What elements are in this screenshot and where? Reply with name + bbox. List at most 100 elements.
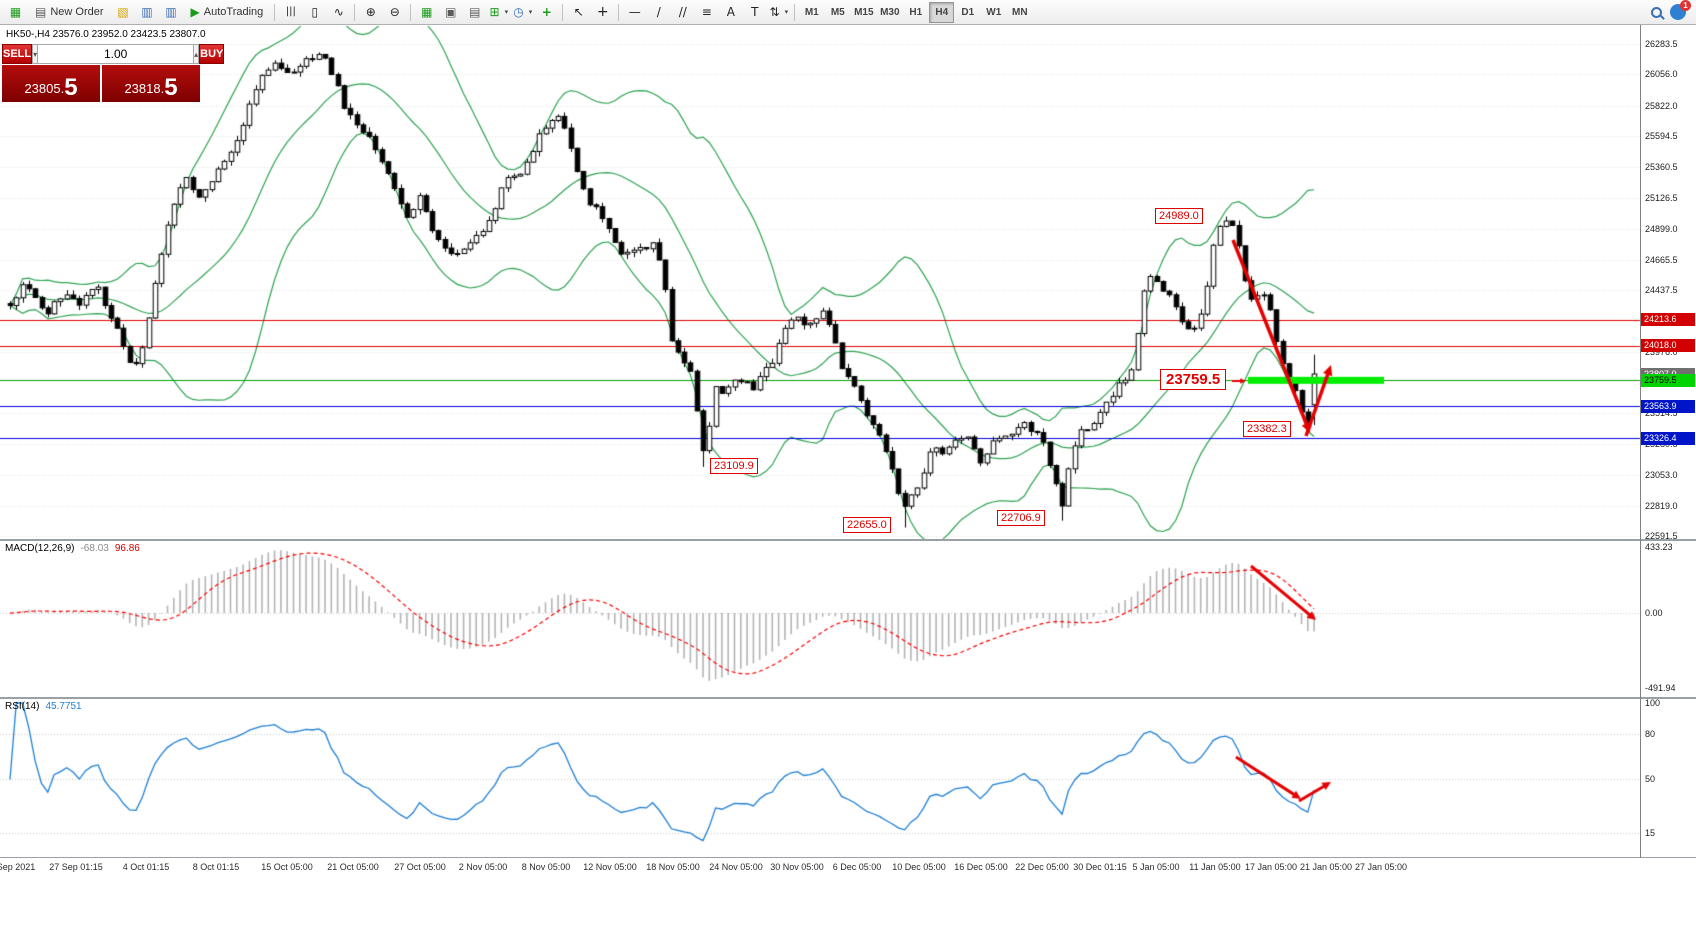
period-clock-button[interactable]: ◷ ▾: [511, 2, 534, 23]
zoom-in-button[interactable]: ⊕: [359, 2, 382, 23]
new-chart-button[interactable]: ▦: [4, 2, 27, 23]
price-annotation[interactable]: 22655.0: [843, 517, 891, 533]
price-axis-border: [1640, 25, 1641, 858]
price-axis-label: 24665.5: [1645, 254, 1678, 265]
time-axis[interactable]: [0, 858, 1640, 880]
macd-header: MACD(12,26,9) -68.03 96.86: [5, 543, 140, 554]
rsi-axis-label: 80: [1645, 728, 1656, 739]
price-axis-label: 26056.0: [1645, 69, 1678, 80]
market-watch-button[interactable]: ▥: [136, 2, 159, 23]
label-tool-button[interactable]: T: [743, 2, 766, 23]
volume-down-button[interactable]: ▾: [32, 44, 39, 64]
arrows-tool-button[interactable]: ⇅ ▾: [767, 2, 790, 23]
price-axis-label: 22591.5: [1645, 531, 1678, 541]
tile-horizontal-button[interactable]: ▤: [463, 2, 486, 23]
time-label: 16 Dec 05:00: [954, 862, 1008, 872]
candlestick-chart-button[interactable]: ▯: [303, 2, 326, 23]
new-order-button[interactable]: ▤ New Order: [28, 2, 111, 23]
channel-icon: //: [678, 5, 687, 19]
macd-name: MACD(12,26,9): [5, 543, 75, 554]
dropdown-caret-icon: ▾: [504, 8, 509, 16]
bar-chart-button[interactable]: |||: [279, 2, 302, 23]
rsi-axis-label: 100: [1645, 698, 1661, 708]
hline-tool-button[interactable]: —: [623, 2, 646, 23]
time-label: 27 Sep 01:15: [49, 862, 103, 872]
line-chart-button[interactable]: ∿: [327, 2, 350, 23]
indicators-button[interactable]: +: [535, 2, 558, 23]
price-annotation[interactable]: 23109.9: [710, 458, 758, 474]
new-order-icon: ▤: [35, 5, 47, 19]
autotrading-button[interactable]: ▶ AutoTrading: [184, 2, 271, 23]
period-clock-icon: ◷: [513, 5, 524, 19]
trendline-tool-button[interactable]: /: [647, 2, 670, 23]
sell-price-box[interactable]: 23805. 5: [2, 65, 100, 102]
rsi-value: 45.7751: [45, 701, 82, 712]
zoom-in-icon: ⊕: [365, 5, 376, 19]
timeframe-mn-button[interactable]: MN: [1007, 2, 1032, 23]
fibonacci-tool-button[interactable]: ≡: [695, 2, 718, 23]
new-subwindow-button[interactable]: ⊞ ▾: [487, 2, 510, 23]
timeframe-h1-button[interactable]: H1: [903, 2, 928, 23]
time-label: Sep 2021: [0, 862, 36, 872]
focus-annotation[interactable]: 23759.5: [1160, 369, 1227, 390]
timeframe-d1-button[interactable]: D1: [955, 2, 980, 23]
rsi-header: RSI(14) 45.7751: [5, 701, 82, 712]
label-tool-icon: T: [751, 5, 759, 19]
sell-button[interactable]: SELL: [2, 44, 33, 64]
time-label: 22 Dec 05:00: [1015, 862, 1069, 872]
macd-axis-label: 433.23: [1645, 542, 1673, 552]
price-annotation[interactable]: 22706.9: [997, 510, 1045, 526]
toolbar-separator: [794, 3, 796, 21]
time-label: 17 Jan 05:00: [1244, 862, 1298, 872]
timeframe-h4-button[interactable]: H4: [929, 1, 955, 23]
timeframe-m15-button[interactable]: M15: [851, 2, 876, 23]
time-axis-separator: [0, 857, 1696, 858]
tile-windows-button[interactable]: ▦: [415, 2, 438, 23]
time-label: 30 Dec 01:15: [1073, 862, 1127, 872]
toolbar-separator: [354, 3, 356, 21]
rsi-panel-separator[interactable]: [0, 697, 1696, 699]
trendline-icon: /: [656, 5, 661, 19]
crosshair-button[interactable]: +: [591, 2, 614, 23]
price-axis-label: 26283.5: [1645, 39, 1678, 49]
volume-up-button[interactable]: ▴: [193, 44, 200, 64]
cursor-button[interactable]: ↖: [567, 2, 590, 23]
timeframe-m30-button[interactable]: M30: [877, 2, 902, 23]
price-annotation[interactable]: 23382.3: [1243, 421, 1291, 437]
cascade-windows-button[interactable]: ▣: [439, 2, 462, 23]
notifications-button[interactable]: 1: [1670, 0, 1691, 20]
fibonacci-icon: ≡: [701, 5, 712, 19]
macd-main-value: -68.03: [80, 543, 109, 554]
buy-price-box[interactable]: 23818. 5: [102, 65, 200, 102]
timeframe-m1-button[interactable]: M1: [799, 2, 824, 23]
buy-button[interactable]: BUY: [199, 44, 225, 64]
price-axis-label: 25822.0: [1645, 100, 1678, 111]
autotrading-play-icon: ▶: [190, 5, 200, 19]
data-window-button[interactable]: ▥: [160, 2, 183, 23]
timeframe-m5-button[interactable]: M5: [825, 2, 850, 23]
cursor-icon: ↖: [573, 5, 584, 19]
time-label: 6 Dec 05:00: [832, 862, 882, 872]
buy-price-big: 5: [164, 74, 178, 101]
toolbar: ▦ ▤ New Order ▧ ▥ ▥ ▶ AutoTrading ||| ▯ …: [0, 0, 1696, 25]
time-label: 5 Jan 05:00: [1132, 862, 1180, 872]
price-annotation[interactable]: 24989.0: [1155, 208, 1203, 224]
text-tool-button[interactable]: A: [719, 2, 742, 23]
macd-panel-separator[interactable]: [0, 539, 1696, 541]
market-watch-icon: ▥: [141, 5, 153, 19]
sell-price-big: 5: [64, 74, 78, 101]
profiles-button[interactable]: ▧: [112, 2, 135, 23]
timeframe-w1-button[interactable]: W1: [981, 2, 1006, 23]
search-icon[interactable]: [1651, 6, 1662, 18]
volume-input[interactable]: [38, 44, 194, 64]
time-label: 11 Jan 05:00: [1189, 862, 1241, 872]
price-axis-label: 25126.5: [1645, 193, 1678, 204]
tile-horizontal-icon: ▤: [469, 5, 481, 19]
time-label: 12 Nov 05:00: [583, 862, 637, 872]
time-label: 21 Jan 05:00: [1299, 862, 1353, 872]
sell-price-small: 23805.: [24, 81, 65, 96]
channel-tool-button[interactable]: //: [671, 2, 694, 23]
zoom-out-button[interactable]: ⊖: [383, 2, 406, 23]
rsi-name: RSI(14): [5, 701, 40, 712]
